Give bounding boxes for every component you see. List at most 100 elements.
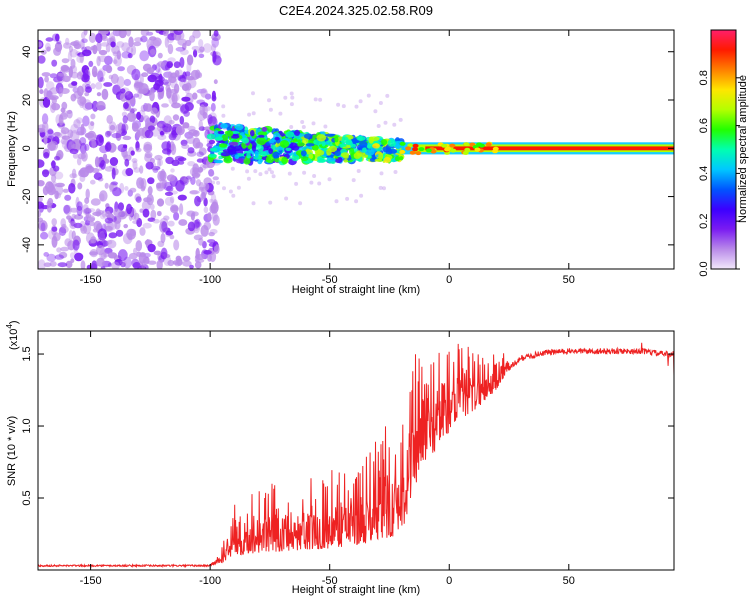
noise-blob [155,30,163,34]
noise-blob [90,236,97,244]
noise-blob [84,165,94,174]
signal-blob [444,147,451,152]
x-tick-label: 0 [446,274,452,286]
noise-blob [203,250,212,255]
noise-blob [70,58,76,69]
noise-blob [38,76,44,89]
noise-blob [130,150,135,156]
noise-blob [179,104,190,115]
noise-blob [140,178,147,190]
noise-blob [161,103,169,108]
noise-blob [49,102,56,114]
noise-blob [198,53,205,58]
y-tick-label: 20 [21,94,33,106]
noise-blob [56,40,62,45]
y-tick-label: -40 [21,237,33,253]
noise-blob [378,101,383,105]
noise-blob [133,167,141,173]
noise-blob [187,161,196,167]
noise-blob [85,188,90,200]
noise-blob [77,153,86,160]
noise-blob [318,97,323,102]
noise-blob [122,115,128,124]
noise-blob [154,154,163,161]
noise-blob [135,196,142,203]
noise-blob [74,252,84,262]
noise-blob [169,196,175,204]
noise-blob [120,259,127,266]
noise-blob [131,122,139,132]
noise-blob [90,179,96,185]
noise-blob [131,158,138,164]
noise-blob [334,199,339,204]
noise-blob [270,170,274,175]
noise-blob [251,201,256,206]
snr-panel: -150 -100 -50 0 50 0.5 1.0 1.5 Height of strai… [5,320,675,596]
spectrogram-frame [37,29,675,270]
transition-blob [388,148,397,154]
snr-x-label: Height of straight line (km) [292,584,420,596]
noise-blob [60,246,69,252]
noise-blob [156,198,165,207]
noise-blob [213,79,218,85]
noise-blob [184,102,194,111]
noise-blob [221,113,226,118]
noise-blob [157,123,163,132]
noise-blob [147,125,156,131]
noise-blob [99,76,105,82]
noise-blob [149,36,157,41]
noise-blob [159,130,165,136]
signal-blob [399,149,406,154]
noise-blob [83,30,88,36]
noise-blob [302,170,307,175]
noise-blob [108,232,118,239]
noise-blob [124,91,134,101]
transition-blob [220,152,231,157]
x-tick-label: -150 [80,274,102,286]
noise-blob [207,116,218,128]
noise-blob [150,209,157,220]
noise-blob [179,115,185,125]
signal-blob [412,143,419,148]
noise-blob [149,115,156,124]
noise-blob [93,172,103,180]
noise-blob [56,247,62,253]
noise-blob [51,218,57,226]
noise-blob [382,186,386,191]
noise-blob [139,73,144,86]
noise-blob [167,43,174,55]
noise-blob [169,234,175,240]
signal-band-core [425,146,674,151]
noise-blob [133,212,140,221]
noise-blob [105,210,111,218]
noise-blob [212,214,220,226]
x-tick-label: -100 [199,575,221,587]
noise-blob [135,147,142,153]
noise-blob [366,93,371,98]
noise-blob [127,107,138,112]
transition-blob [243,158,251,165]
noise-blob [213,30,219,37]
noise-blob [157,52,163,59]
noise-blob [76,71,83,80]
spectrogram-panel: -150 -100 -50 0 50 -40 -20 0 20 40 Height of str… [6,29,675,296]
noise-blob [327,177,332,182]
noise-blob [181,96,191,102]
snr-scale-exp: 4 [5,324,14,329]
transition-blob [211,147,218,152]
signal-blob [464,147,471,152]
transition-blob [334,150,341,157]
noise-blob [358,99,363,104]
noise-blob [193,49,198,58]
noise-blob [186,76,195,81]
noise-blob [82,204,89,215]
noise-blob [212,50,217,63]
noise-blob [88,60,94,67]
transition-blob [218,140,226,144]
noise-blob [46,128,54,141]
noise-blob [311,121,316,126]
colorbar-label: Normalized spectral amplitude [737,75,749,223]
noise-blob [70,123,79,134]
noise-blob [298,201,303,206]
noise-blob [72,153,79,159]
